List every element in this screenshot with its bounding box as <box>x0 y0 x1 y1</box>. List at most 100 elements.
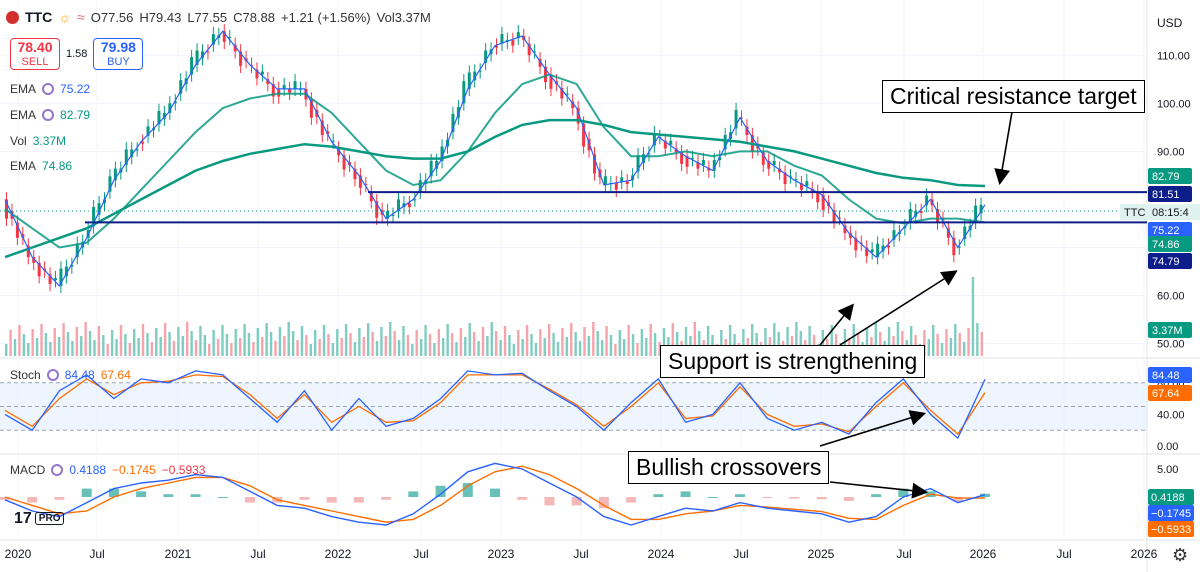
indicator-settings-icon[interactable] <box>46 369 59 381</box>
candle-body <box>157 110 161 125</box>
macd-histogram-bar <box>762 497 773 499</box>
macd-histogram-bar <box>626 497 637 503</box>
candle-body <box>266 79 270 85</box>
vol-name: Vol <box>10 134 27 148</box>
volume-bar <box>570 323 573 356</box>
volume-bar <box>887 327 891 356</box>
candle-body <box>881 245 885 252</box>
price-axis-tick: 60.00 <box>1157 291 1185 303</box>
candle-body <box>936 209 939 223</box>
sell-button[interactable]: 78.40 SELL <box>10 38 60 70</box>
annotation-arrow <box>994 111 1013 186</box>
stoch-d-value: 67.64 <box>100 368 131 382</box>
volume-bar <box>433 343 436 356</box>
vol-value: 3.37M <box>32 134 67 148</box>
candle-body <box>413 199 417 201</box>
volume-bar <box>980 332 983 356</box>
volume-bar <box>371 332 374 356</box>
indicator-settings-icon[interactable] <box>51 464 64 476</box>
stoch-k-label-bg <box>1148 367 1192 383</box>
volume-bar <box>649 324 652 356</box>
volume-bar <box>128 343 132 356</box>
volume-bar <box>521 339 524 356</box>
volume-bar <box>547 324 551 356</box>
candle-body <box>887 245 890 248</box>
candle-body <box>255 69 259 79</box>
volume-bar <box>203 335 207 356</box>
candle-body <box>206 51 210 53</box>
volume-bar <box>459 328 463 356</box>
candle-body <box>538 59 542 67</box>
volume-bar <box>424 325 427 356</box>
candle-body <box>228 36 232 38</box>
volume-legend[interactable]: Vol 3.37M <box>10 134 66 148</box>
volume-bar <box>499 340 502 356</box>
volume-bar <box>49 342 52 356</box>
candle-body <box>402 203 406 208</box>
indicator-settings-icon[interactable] <box>42 83 55 95</box>
macd-histogram-bar <box>136 491 147 497</box>
volume-bar <box>106 344 109 356</box>
ema-mid-line <box>4 73 986 249</box>
candle-body <box>113 168 117 181</box>
stoch-d-label: 67.64 <box>1152 388 1180 400</box>
volume-bar <box>879 332 882 356</box>
ema-legend-3[interactable]: EMA 74.86 <box>10 159 72 173</box>
indicator-settings-icon[interactable] <box>42 109 55 121</box>
ema-2-name: EMA <box>10 108 37 122</box>
volume-bar <box>495 331 498 356</box>
candle-body <box>222 31 226 42</box>
volume-bar <box>508 335 511 356</box>
ema-legend-2[interactable]: EMA 82.79 <box>10 108 90 122</box>
volume-bar <box>698 331 701 356</box>
candle-body <box>832 209 836 222</box>
symbol-header: TTC ☼ ≈ O77.56 H79.43 L77.55 C78.88 +1.2… <box>6 9 431 25</box>
macd-label-bg <box>1148 505 1194 521</box>
stoch-axis-tick: 40.00 <box>1157 409 1185 421</box>
candle-body <box>745 126 749 136</box>
ema-2-value: 82.79 <box>60 108 91 122</box>
sun-icon: ☼ <box>58 9 72 25</box>
candle-body <box>772 160 776 165</box>
volume-bar <box>84 322 87 356</box>
volume-bar <box>35 338 39 356</box>
candle-body <box>848 233 852 238</box>
symbol-name[interactable]: TTC <box>25 9 53 25</box>
candle-body <box>500 34 504 44</box>
buy-button[interactable]: 79.98 BUY <box>93 38 144 70</box>
ema-legend-1[interactable]: EMA 75.22 <box>10 82 90 96</box>
currency-label[interactable]: USD <box>1157 16 1183 30</box>
volume-bar <box>305 335 308 356</box>
ema-1-name: EMA <box>10 82 37 96</box>
chart-settings-icon[interactable]: ⚙ <box>1172 545 1189 565</box>
macd-line <box>4 462 986 526</box>
candle-body <box>173 101 177 104</box>
volume-bar <box>565 337 569 356</box>
volume-bar <box>525 325 529 356</box>
macd-histogram-bar <box>381 497 392 500</box>
volume-bar <box>274 341 277 356</box>
macd-signal-line <box>4 465 986 523</box>
macd-legend[interactable]: MACD 0.4188 −0.1745 −0.5933 <box>10 463 205 477</box>
volume-bar <box>5 344 8 356</box>
stoch-legend[interactable]: Stoch 84.48 67.64 <box>10 368 131 382</box>
volume-bar <box>168 332 171 356</box>
volume-bar <box>358 328 361 356</box>
time-axis-tick: 2024 <box>648 547 675 561</box>
volume-bar <box>428 334 432 356</box>
candle-body <box>925 195 929 206</box>
candle-body <box>15 222 19 238</box>
volume-bar <box>314 330 317 356</box>
sell-price: 78.40 <box>17 39 53 55</box>
candle-body <box>892 230 896 240</box>
volume-bar <box>269 332 273 356</box>
volume-bar <box>936 334 939 356</box>
volume-bar <box>57 337 61 356</box>
volume-bar <box>291 331 295 356</box>
macd-histogram-bar <box>898 488 909 497</box>
annotation-arrow <box>819 410 927 447</box>
time-axis-tick: 2021 <box>165 547 192 561</box>
macd-label-bg <box>1148 489 1194 505</box>
logo-mark: 17 <box>14 510 32 527</box>
